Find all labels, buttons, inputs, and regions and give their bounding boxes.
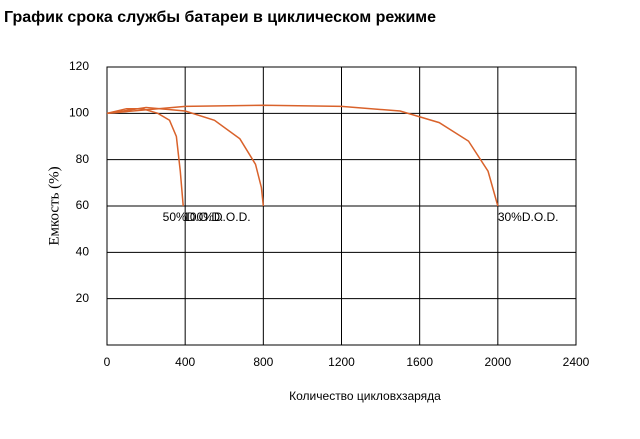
series-label: 100%D.O.D.: [183, 210, 250, 224]
series-line: [106, 104, 499, 207]
y-tick-label: 40: [76, 245, 90, 259]
series-label: 50%D.O.D.: [163, 210, 224, 224]
series-line: [106, 106, 265, 207]
x-axis-label: Количество цикловхзаряда: [289, 389, 441, 403]
series-line: [106, 107, 184, 207]
y-tick-label: 20: [76, 291, 90, 305]
x-tick-label: 0: [104, 355, 111, 369]
x-tick-label: 800: [253, 355, 273, 369]
x-tick-label: 400: [175, 355, 195, 369]
y-tick-label: 60: [76, 198, 90, 212]
x-tick-label: 2400: [563, 355, 590, 369]
chart-title: График срока службы батареи в циклическо…: [4, 9, 436, 26]
y-tick-label: 120: [69, 59, 89, 73]
x-tick-label: 1200: [328, 355, 355, 369]
x-tick-label: 1600: [406, 355, 433, 369]
y-tick-label: 100: [69, 106, 89, 120]
y-tick-label: 80: [76, 152, 90, 166]
y-axis-label: Емкость (%): [46, 166, 62, 245]
series-label: 30%D.O.D.: [498, 210, 559, 224]
x-tick-label: 2000: [484, 355, 511, 369]
